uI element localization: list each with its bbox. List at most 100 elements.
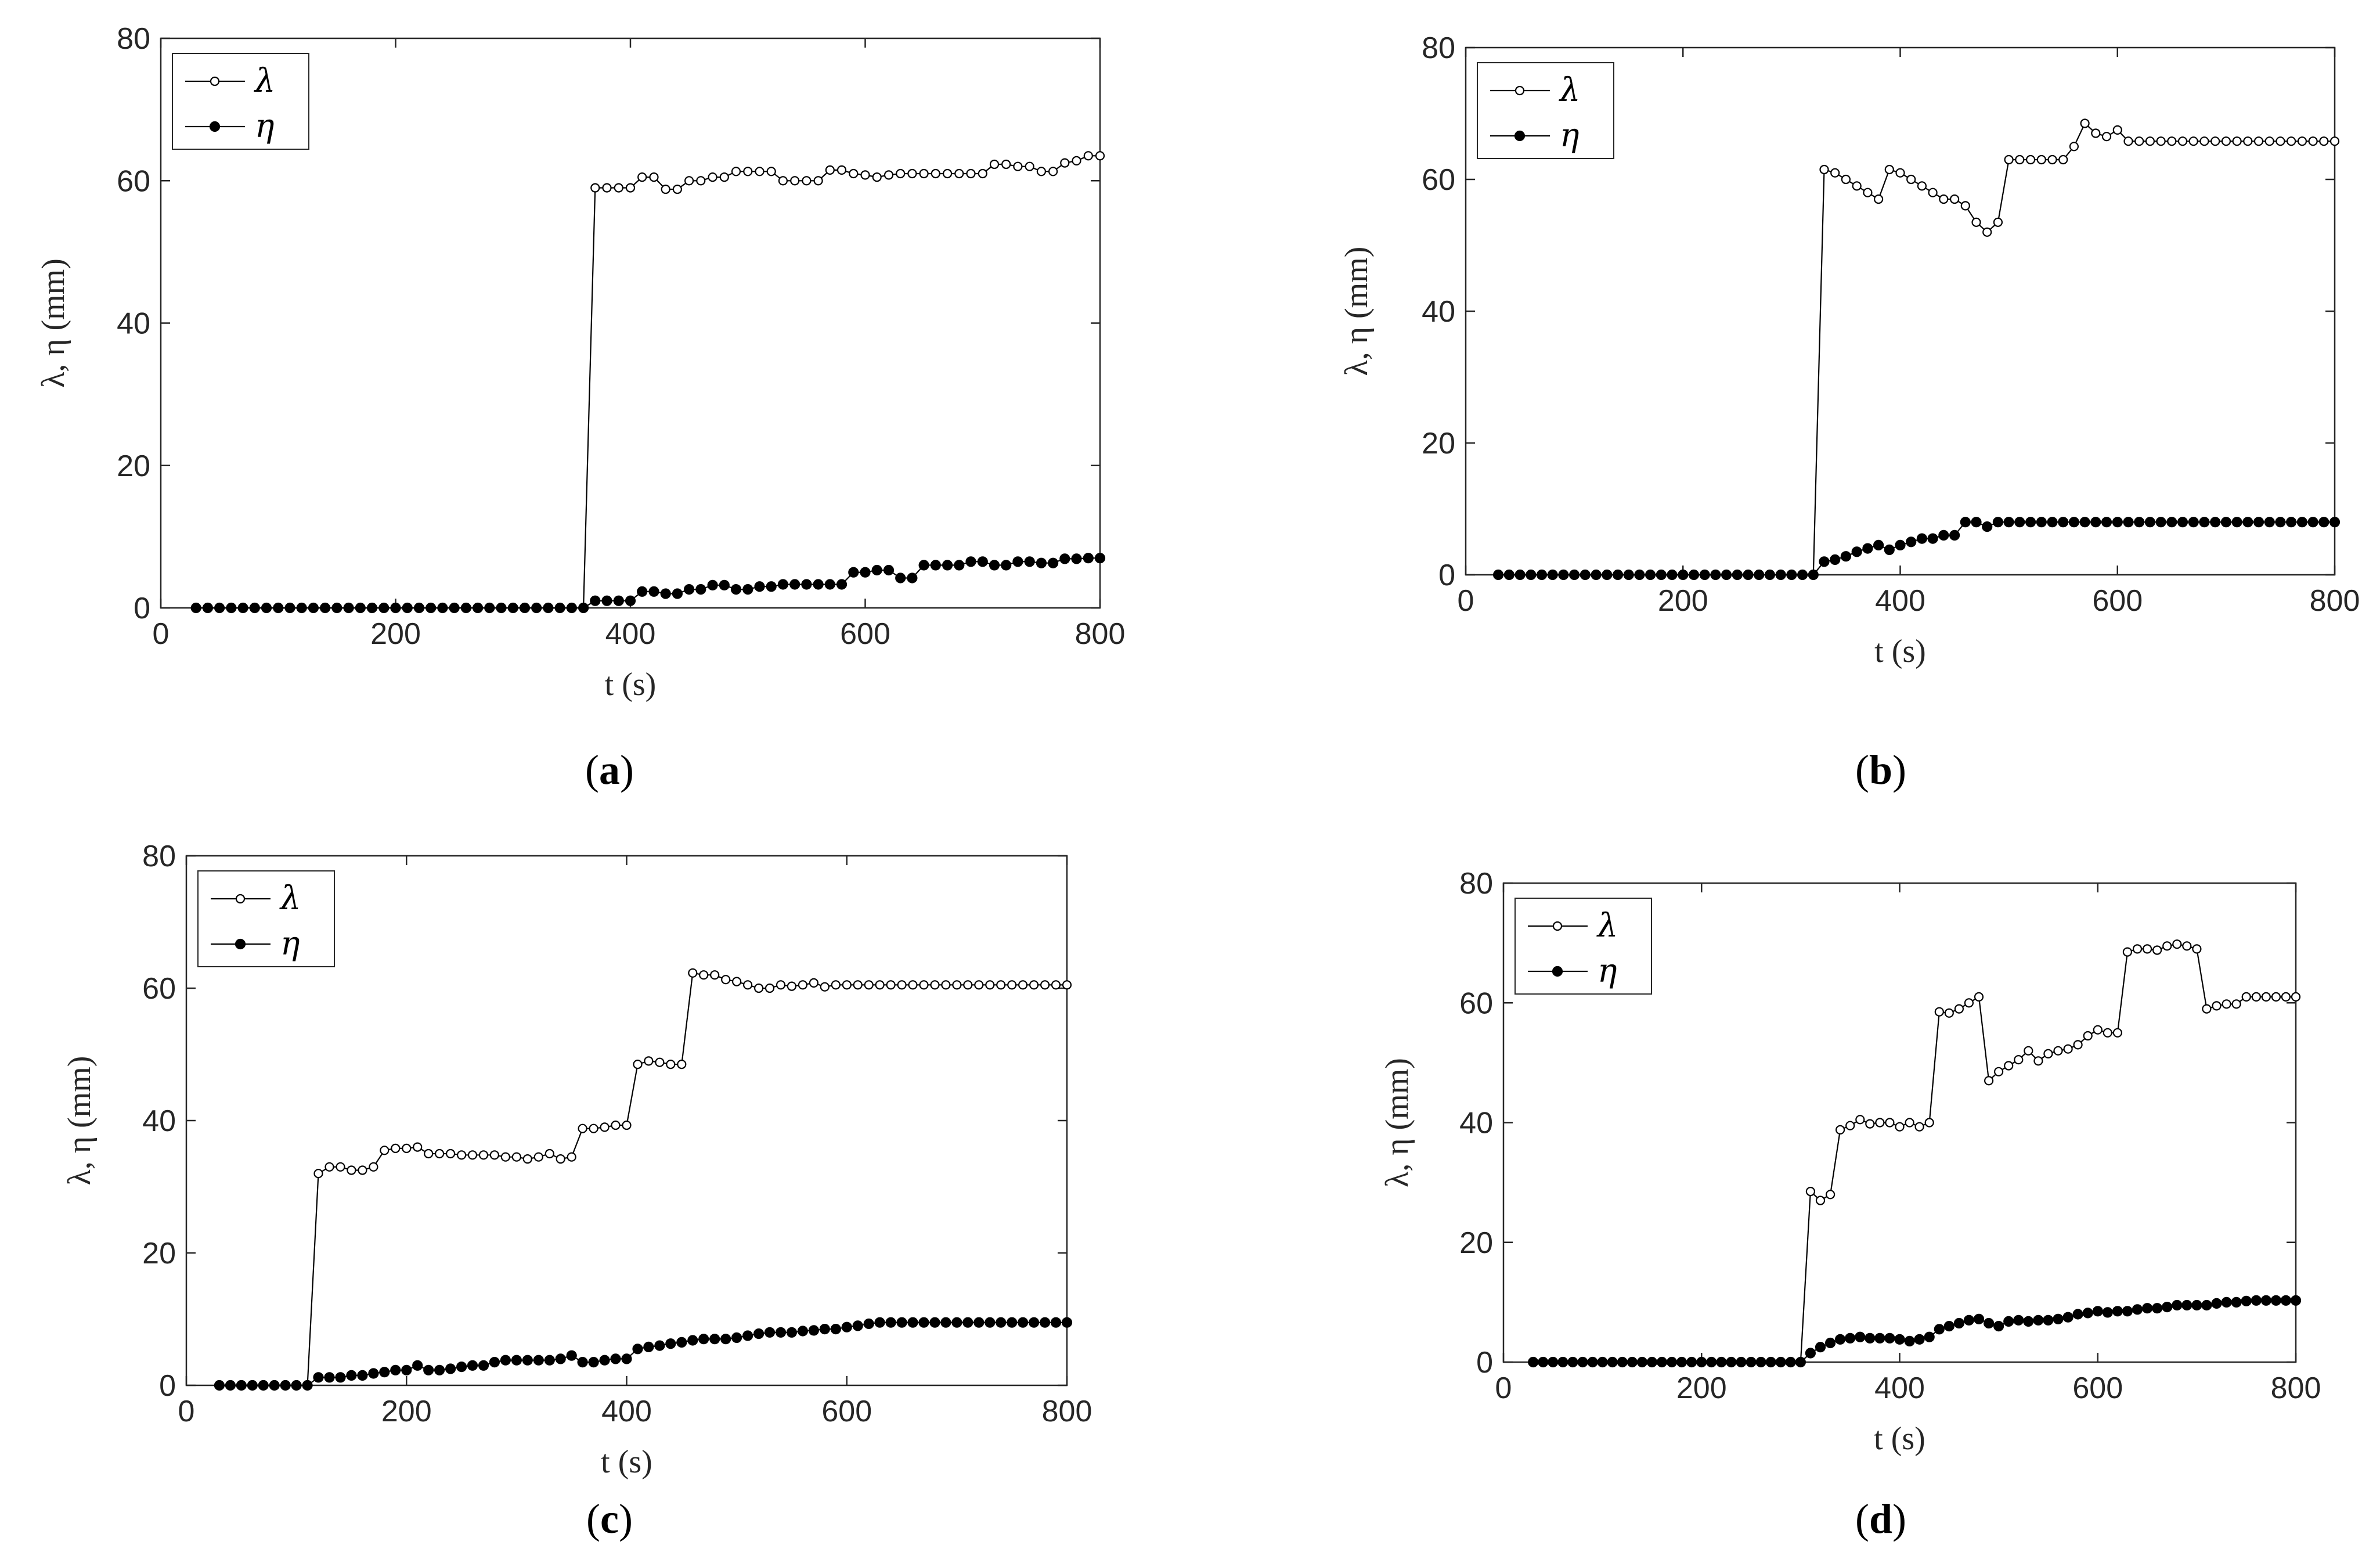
- lambda-data-point: [589, 1123, 598, 1133]
- eta-data-point: [2260, 1295, 2271, 1306]
- eta-data-point: [412, 1360, 423, 1371]
- lambda-data-point: [2162, 941, 2172, 951]
- eta-data-point: [1797, 569, 1808, 581]
- eta-data-point: [1503, 569, 1514, 581]
- panel-label-open: (: [586, 1496, 600, 1542]
- x-tick-label: 600: [2092, 584, 2143, 618]
- legend-marker: [1552, 921, 1563, 931]
- eta-data-point: [1557, 1356, 1568, 1368]
- eta-data-point: [425, 602, 437, 614]
- lambda-data-point: [602, 183, 612, 193]
- eta-data-point: [951, 1317, 962, 1328]
- eta-data-point: [1949, 530, 1960, 541]
- eta-data-point: [401, 1364, 412, 1375]
- lambda-data-point: [556, 1154, 565, 1164]
- lambda-data-point: [2192, 944, 2202, 954]
- lambda-data-point: [978, 168, 987, 179]
- lambda-data-point: [2271, 992, 2281, 1002]
- eta-data-point: [813, 579, 824, 590]
- eta-data-point: [1567, 1356, 1578, 1368]
- lambda-data-point: [1040, 980, 1050, 990]
- eta-data-point: [319, 602, 331, 614]
- eta-data-point: [202, 602, 213, 614]
- series-line-lambda: [1533, 943, 2296, 1363]
- eta-data-point: [1721, 569, 1732, 581]
- lambda-data-point: [798, 980, 808, 990]
- lambda-data-point: [710, 970, 720, 980]
- eta-data-point: [1805, 1348, 1816, 1359]
- legend-box: [172, 53, 309, 150]
- eta-data-point: [1548, 1356, 1559, 1368]
- lambda-data-point: [1875, 1118, 1885, 1128]
- eta-data-point: [2003, 517, 2014, 528]
- eta-data-point: [819, 1324, 830, 1335]
- legend-box: [197, 870, 335, 967]
- lambda-data-point: [1993, 217, 2003, 227]
- eta-data-point: [1765, 1356, 1776, 1368]
- lambda-data-point: [2319, 136, 2329, 146]
- eta-data-point: [766, 581, 777, 592]
- x-axis-label: t (s): [601, 1444, 652, 1480]
- eta-data-point: [754, 581, 765, 592]
- eta-data-point: [1993, 1321, 2004, 1332]
- panel-label-letter: b: [1869, 747, 1892, 793]
- eta-data-point: [637, 586, 648, 597]
- eta-data-point: [1736, 1356, 1747, 1368]
- eta-data-point: [1754, 569, 1765, 581]
- lambda-data-point: [778, 176, 788, 186]
- eta-data-point: [1645, 569, 1656, 581]
- lambda-data-point: [776, 980, 786, 990]
- lambda-data-point: [402, 1143, 412, 1154]
- lambda-data-point: [336, 1162, 345, 1172]
- eta-data-point: [335, 1372, 346, 1383]
- lambda-data-point: [1974, 992, 1984, 1002]
- x-tick-label: 600: [821, 1395, 872, 1428]
- lambda-data-point: [1830, 168, 1840, 178]
- x-axis-label: t (s): [1874, 633, 1926, 669]
- eta-data-point: [1602, 569, 1613, 581]
- eta-data-point: [1577, 1356, 1588, 1368]
- eta-data-point: [2144, 517, 2155, 528]
- lambda-data-point: [622, 1120, 632, 1130]
- eta-data-point: [308, 602, 319, 614]
- eta-data-point: [225, 1380, 236, 1391]
- eta-data-point: [2053, 1313, 2064, 1324]
- panel-label: (b): [1855, 747, 1906, 793]
- lambda-data-point: [500, 1152, 511, 1162]
- series-line-eta: [196, 557, 1100, 609]
- lambda-data-point: [1905, 1118, 1914, 1128]
- eta-data-point: [1851, 546, 1862, 557]
- lambda-data-point: [1852, 181, 1862, 191]
- eta-data-point: [965, 556, 976, 567]
- panel-label: (c): [586, 1496, 633, 1542]
- eta-data-point: [2286, 517, 2297, 528]
- lambda-data-point: [919, 168, 929, 179]
- eta-data-point: [695, 584, 706, 595]
- lambda-data-point: [2308, 136, 2318, 146]
- x-tick-label: 600: [840, 617, 890, 651]
- eta-data-point: [698, 1334, 709, 1345]
- eta-data-point: [2162, 1302, 2173, 1313]
- lambda-data-point: [1060, 158, 1070, 168]
- eta-data-point: [929, 1317, 940, 1328]
- eta-data-point: [848, 567, 859, 578]
- lambda-data-point: [766, 167, 776, 177]
- eta-data-point: [1514, 569, 1526, 581]
- eta-data-point: [954, 560, 965, 571]
- lambda-data-point: [790, 176, 800, 186]
- eta-data-point: [1775, 1356, 1786, 1368]
- eta-data-point: [643, 1341, 654, 1352]
- lambda-data-point: [1815, 1195, 1826, 1205]
- lambda-data-point: [2167, 136, 2177, 146]
- eta-data-point: [1083, 553, 1094, 564]
- panel-label-open: (: [1855, 747, 1869, 793]
- lambda-data-point: [2063, 1044, 2073, 1054]
- eta-data-point: [1755, 1356, 1766, 1368]
- lambda-data-point: [2043, 1049, 2053, 1059]
- eta-data-point: [214, 602, 225, 614]
- eta-data-point: [1924, 1331, 1935, 1342]
- y-tick-label: 20: [117, 449, 150, 483]
- eta-data-point: [313, 1372, 324, 1383]
- x-tick-label: 800: [1075, 617, 1126, 651]
- eta-data-point: [2023, 1316, 2034, 1327]
